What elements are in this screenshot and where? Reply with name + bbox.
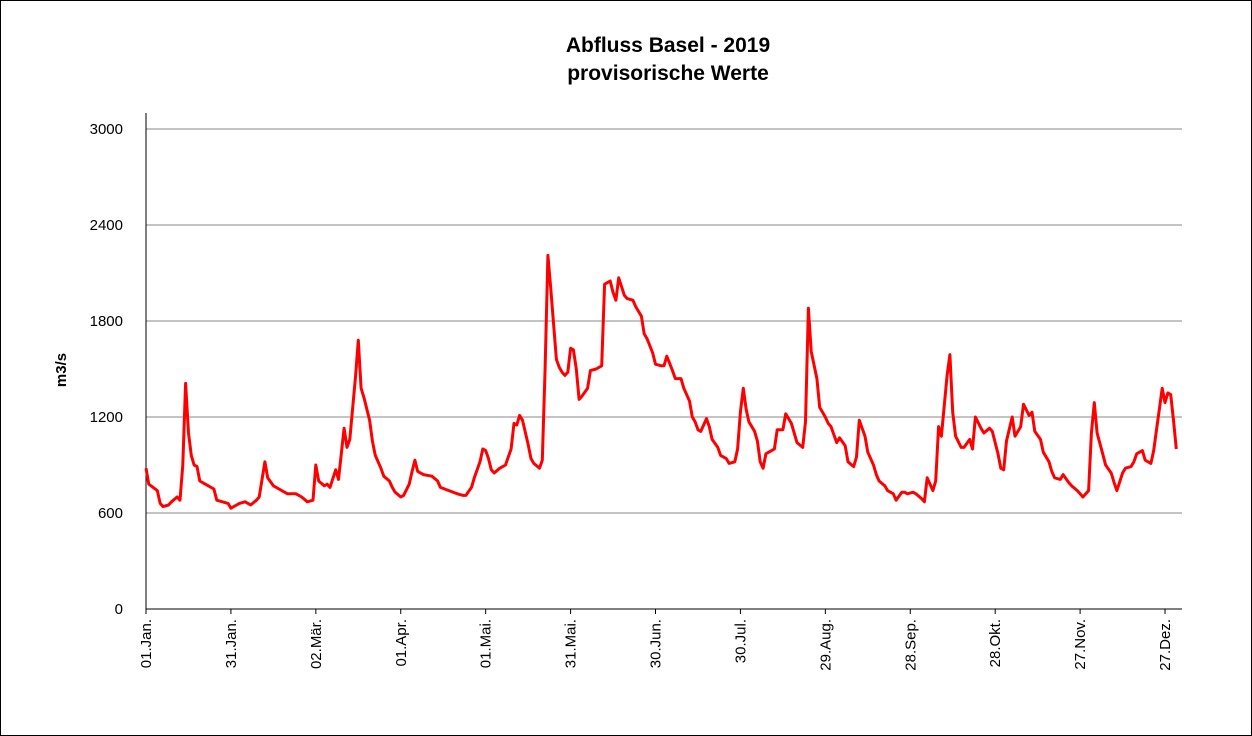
x-tick-label: 01.Mai. [478, 619, 495, 668]
x-tick-label: 29.Aug. [817, 619, 834, 671]
y-tick-label: 0 [115, 601, 123, 618]
x-tick-label: 02.Mär. [308, 619, 325, 669]
x-tick-label: 30.Jun. [648, 619, 665, 668]
chart-title: Abfluss Basel - 2019 [566, 34, 770, 57]
x-tick-label: 01.Jan. [138, 619, 155, 668]
x-tick-label: 31.Mai. [563, 619, 580, 668]
chart-subtitle: provisorische Werte [567, 62, 769, 85]
y-tick-label: 1800 [90, 313, 123, 330]
y-tick-label: 1200 [90, 409, 123, 426]
x-tick-label: 28.Sep. [902, 619, 919, 671]
y-tick-label: 600 [98, 505, 123, 522]
x-tick-label: 27.Dez. [1157, 619, 1174, 671]
x-tick-label: 30.Jul. [732, 619, 749, 663]
x-tick-label: 31.Jan. [223, 619, 240, 668]
x-tick-label: 28.Okt. [987, 619, 1004, 667]
x-tick-label: 27.Nov. [1072, 619, 1089, 670]
y-axis-label: m3/s [53, 353, 70, 387]
y-tick-label: 3000 [90, 121, 123, 138]
flow-line [144, 253, 1178, 510]
y-tick-label: 2400 [90, 217, 123, 234]
x-tick-label: 01.Apr. [393, 619, 410, 667]
